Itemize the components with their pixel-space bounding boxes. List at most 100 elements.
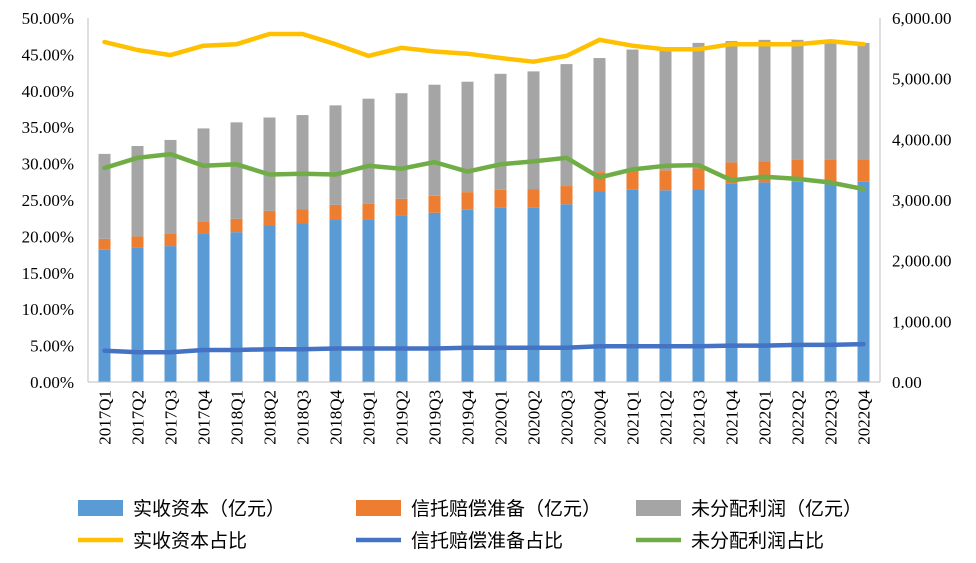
x-tick-label: 2017Q1: [96, 390, 115, 445]
bar-1-2017Q2: [131, 236, 144, 248]
bar-2-2019Q3: [428, 84, 441, 196]
bar-0-2022Q4: [857, 181, 870, 382]
bar-2-2017Q4: [197, 128, 210, 222]
bar-1-2022Q4: [857, 159, 870, 182]
x-tick-label: 2017Q4: [195, 390, 214, 445]
left-tick-label: 10.00%: [22, 300, 74, 319]
x-tick-label: 2017Q3: [162, 390, 181, 445]
bar-1-2018Q4: [329, 204, 342, 221]
right-tick-label: 1,000.00: [892, 312, 952, 331]
line-series-1: [102, 341, 866, 355]
bar-2-2022Q4: [857, 42, 870, 160]
bar-2-2020Q2: [527, 71, 540, 190]
bar-2-2018Q3: [296, 115, 309, 210]
bar-1-2021Q3: [692, 168, 705, 190]
bar-2-2018Q1: [230, 122, 243, 219]
legend-label-2: 未分配利润（亿元）: [691, 498, 862, 520]
right-tick-label: 2,000.00: [892, 252, 952, 271]
bar-1-2022Q3: [824, 159, 837, 182]
x-tick-label: 2021Q4: [723, 390, 742, 445]
bar-2-2019Q1: [362, 98, 375, 204]
right-tick-label: 6,000.00: [892, 9, 952, 28]
x-tick-label: 2019Q4: [459, 390, 478, 445]
line-layer: [102, 31, 866, 355]
legend-label-0: 实收资本（亿元）: [133, 498, 285, 520]
left-tick-label: 30.00%: [22, 155, 74, 174]
left-tick-label: 35.00%: [22, 118, 74, 137]
left-tick-label: 5.00%: [30, 337, 74, 356]
legend-label-5: 未分配利润占比: [691, 530, 824, 552]
x-tick-label: 2017Q2: [129, 390, 148, 445]
line-series-0: [102, 31, 866, 64]
legend-label-3: 实收资本占比: [133, 530, 247, 552]
bar-2-2019Q4: [461, 81, 474, 193]
legend-swatch-0: [78, 500, 123, 516]
bar-0-2020Q1: [494, 207, 507, 382]
bar-1-2019Q2: [395, 198, 408, 216]
bar-0-2018Q1: [230, 232, 243, 382]
bar-2-2021Q1: [626, 49, 639, 171]
bar-1-2017Q3: [164, 233, 177, 247]
bar-1-2021Q2: [659, 170, 672, 191]
axes-layer: 0.00% 5.00% 10.00% 15.00% 20.00% 25.00% 30.00%…: [22, 9, 952, 445]
legend-label-1: 信托赔偿准备（亿元）: [411, 498, 601, 520]
x-tick-label: 2018Q3: [294, 390, 313, 445]
bar-1-2018Q3: [296, 209, 309, 224]
bar-1-2019Q3: [428, 195, 441, 213]
bar-0-2021Q1: [626, 189, 639, 382]
left-tick-label: 45.00%: [22, 45, 74, 64]
bar-0-2017Q2: [131, 247, 144, 382]
x-tick-label: 2022Q2: [789, 390, 808, 445]
right-tick-label: 5,000.00: [892, 70, 952, 89]
bar-2-2020Q1: [494, 73, 507, 190]
bar-2-2021Q2: [659, 48, 672, 171]
bar-2-2017Q1: [98, 153, 111, 239]
bar-0-2019Q1: [362, 219, 375, 382]
legend-swatch-1: [356, 500, 401, 516]
bar-0-2017Q3: [164, 246, 177, 382]
bar-0-2017Q1: [98, 249, 111, 382]
bar-1-2019Q1: [362, 203, 375, 220]
bar-0-2019Q2: [395, 215, 408, 382]
bar-0-2020Q3: [560, 204, 573, 382]
left-tick-label: 0.00%: [30, 373, 74, 392]
bar-0-2018Q2: [263, 225, 276, 382]
x-tick-label: 2019Q1: [360, 390, 379, 445]
bar-2-2021Q4: [725, 41, 738, 163]
bar-layer: [98, 39, 870, 382]
x-tick-label: 2020Q4: [591, 390, 610, 445]
right-tick-label: 0.00: [892, 373, 922, 392]
bar-1-2019Q4: [461, 192, 474, 210]
bar-2-2022Q1: [758, 39, 771, 162]
x-tick-label: 2022Q3: [822, 390, 841, 445]
x-tick-label: 2019Q3: [426, 390, 445, 445]
bar-0-2018Q4: [329, 220, 342, 382]
legend-swatch-2: [636, 500, 681, 516]
x-tick-label: 2020Q2: [525, 390, 544, 445]
bar-0-2020Q4: [593, 191, 606, 382]
x-tick-label: 2019Q2: [393, 390, 412, 445]
left-tick-label: 25.00%: [22, 191, 74, 210]
bar-2-2020Q3: [560, 64, 573, 187]
x-tick-label: 2022Q1: [756, 390, 775, 445]
bar-0-2017Q4: [197, 233, 210, 382]
bar-1-2018Q1: [230, 218, 243, 233]
x-tick-label: 2020Q3: [558, 390, 577, 445]
bar-0-2021Q3: [692, 189, 705, 382]
left-tick-label: 20.00%: [22, 227, 74, 246]
bar-2-2018Q2: [263, 117, 276, 211]
bar-1-2017Q4: [197, 221, 210, 234]
bar-0-2022Q1: [758, 182, 771, 382]
x-tick-label: 2022Q4: [855, 390, 874, 445]
bar-2-2017Q3: [164, 139, 177, 234]
bar-1-2020Q1: [494, 189, 507, 208]
bar-1-2020Q2: [527, 189, 540, 208]
x-tick-label: 2021Q1: [624, 390, 643, 445]
bar-2-2020Q4: [593, 58, 606, 173]
bar-1-2022Q2: [791, 159, 804, 182]
line-series-2: [102, 151, 866, 192]
bar-2-2018Q4: [329, 105, 342, 205]
x-tick-label: 2018Q2: [261, 390, 280, 445]
